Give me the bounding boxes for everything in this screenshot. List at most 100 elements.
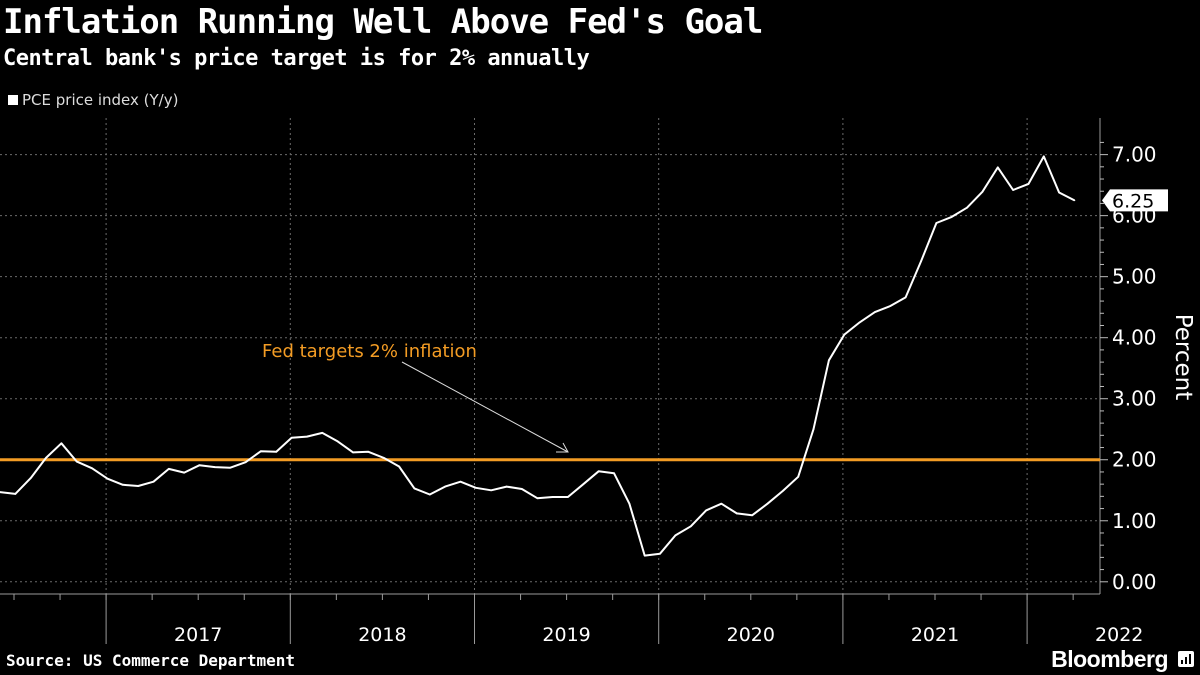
data-point <box>567 496 569 498</box>
data-point <box>582 483 585 485</box>
data-point <box>782 490 784 492</box>
data-point <box>674 534 677 537</box>
data-point <box>244 461 247 463</box>
bloomberg-terminal-icon <box>1178 651 1194 667</box>
chart-title: Inflation Running Well Above Fed's Goal <box>3 2 763 42</box>
data-point <box>828 359 830 362</box>
data-point <box>996 166 999 169</box>
last-value-label: 6.25 <box>1112 190 1154 212</box>
data-point <box>643 554 646 557</box>
data-point <box>689 525 692 528</box>
legend: PCE price index (Y/y) <box>8 91 178 109</box>
x-tick-label: 2017 <box>174 624 222 646</box>
pce-series-line <box>0 155 1075 557</box>
data-point <box>797 476 799 478</box>
data-point <box>904 296 907 299</box>
data-point <box>122 483 124 486</box>
data-point <box>475 487 477 489</box>
data-point <box>966 206 968 209</box>
data-point <box>843 333 846 336</box>
data-point <box>413 487 416 490</box>
data-point <box>736 512 738 515</box>
data-point <box>613 472 615 474</box>
data-point <box>659 552 661 555</box>
data-point <box>367 451 370 453</box>
data-point <box>91 467 93 470</box>
data-point <box>536 497 539 499</box>
target-annotation: Fed targets 2% inflation <box>262 341 477 362</box>
x-tick-label: 2020 <box>727 624 775 646</box>
y-tick-label: 1.00 <box>1112 509 1157 533</box>
data-point <box>751 514 753 517</box>
y-tick-label: 4.00 <box>1112 326 1157 350</box>
data-point <box>920 260 922 263</box>
y-tick-label: 5.00 <box>1112 265 1157 289</box>
data-point <box>168 468 170 470</box>
data-point <box>766 502 769 505</box>
data-point <box>429 493 431 496</box>
y-tick-label: 2.00 <box>1112 448 1157 472</box>
annotation-arrow <box>401 361 569 453</box>
data-point <box>198 464 201 467</box>
data-point <box>459 480 462 483</box>
x-tick-label: 2019 <box>542 624 590 646</box>
data-point <box>275 451 278 453</box>
y-tick-label: 3.00 <box>1112 387 1157 411</box>
data-point <box>1012 189 1014 191</box>
data-point <box>152 480 155 483</box>
x-tick-label: 2021 <box>911 624 959 646</box>
data-point <box>935 222 938 224</box>
data-point <box>1058 191 1060 194</box>
data-point <box>705 509 707 512</box>
data-point <box>720 502 723 505</box>
legend-swatch <box>8 95 18 105</box>
data-point <box>551 496 554 498</box>
data-point <box>29 477 32 479</box>
data-point <box>521 488 523 490</box>
data-point <box>306 435 308 438</box>
legend-label: PCE price index (Y/y) <box>22 91 179 109</box>
data-point <box>290 436 293 439</box>
data-point <box>229 466 232 469</box>
data-point <box>0 491 1 493</box>
brand-logo: Bloomberg <box>1051 646 1168 672</box>
data-point <box>950 216 953 218</box>
data-point <box>874 311 876 313</box>
data-point <box>352 451 354 454</box>
y-axis-title: Percent <box>1170 314 1196 401</box>
source-note: Source: US Commerce Department <box>6 651 295 670</box>
annotation-arrowhead <box>556 442 569 453</box>
chart-subtitle: Central bank's price target is for 2% an… <box>3 46 590 71</box>
data-point <box>137 485 139 487</box>
data-point <box>14 493 17 495</box>
y-tick-label: 7.00 <box>1112 143 1157 167</box>
data-point <box>981 191 984 193</box>
data-point <box>597 470 600 473</box>
x-tick-label: 2018 <box>358 624 406 646</box>
data-point <box>214 466 216 468</box>
data-point <box>260 450 262 453</box>
y-tick-label: 0.00 <box>1112 570 1157 594</box>
data-point <box>321 432 324 434</box>
data-point <box>336 440 339 443</box>
data-point <box>398 465 400 468</box>
data-point <box>505 485 508 488</box>
data-point <box>889 305 892 307</box>
x-tick-label: 2022 <box>1095 624 1143 646</box>
data-point <box>1073 199 1076 202</box>
data-point <box>1027 183 1030 185</box>
data-point <box>45 457 47 459</box>
last-value-flag <box>1102 189 1168 212</box>
data-point <box>858 321 861 324</box>
data-point <box>382 457 385 459</box>
data-point <box>60 442 63 445</box>
data-point <box>1043 155 1045 158</box>
data-point <box>490 489 493 492</box>
data-point <box>812 428 815 431</box>
data-point <box>75 460 78 463</box>
data-point <box>628 502 631 505</box>
data-point <box>444 485 446 488</box>
data-point <box>106 477 109 480</box>
data-point <box>183 471 185 474</box>
